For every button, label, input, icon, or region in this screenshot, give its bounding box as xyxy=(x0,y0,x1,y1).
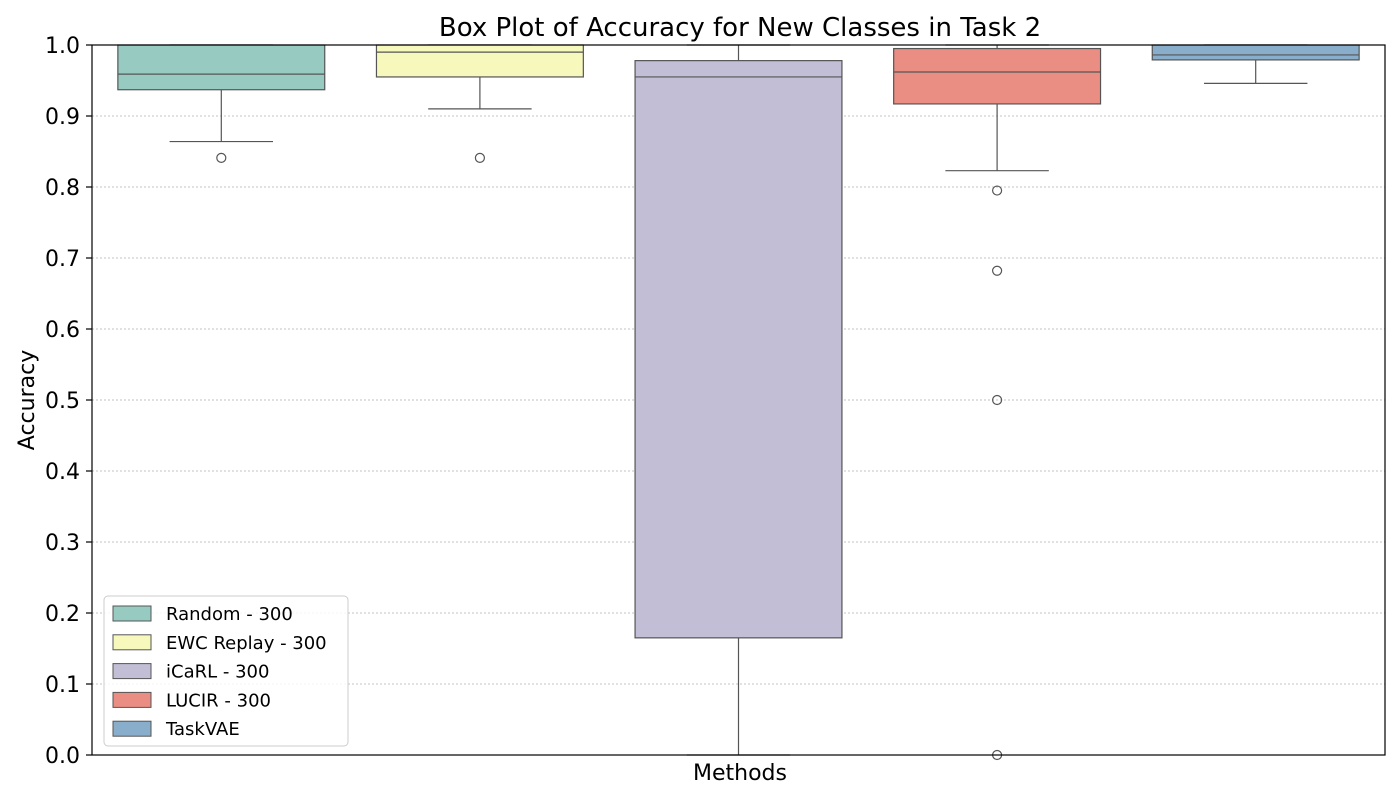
y-tick-label: 0.9 xyxy=(45,105,80,130)
iqr-box xyxy=(117,44,326,91)
outlier-point xyxy=(991,394,1003,406)
legend-swatch xyxy=(112,663,152,680)
y-tick-label: 0.6 xyxy=(45,318,80,343)
box-series-group xyxy=(117,44,1360,761)
legend-swatch xyxy=(112,634,152,651)
outlier-point xyxy=(474,152,485,163)
legend-label: EWC Replay - 300 xyxy=(166,633,327,654)
legend-swatch xyxy=(112,691,152,708)
legend-label: TaskVAE xyxy=(165,719,240,740)
y-tick-label: 0.8 xyxy=(45,176,80,201)
legend-swatch xyxy=(112,720,152,737)
box-lucir-300 xyxy=(893,44,1102,761)
outlier-point xyxy=(991,265,1003,276)
outlier-point xyxy=(216,152,227,163)
outlier-point xyxy=(991,185,1003,196)
box-random-300 xyxy=(117,44,326,163)
iqr-box xyxy=(893,47,1102,105)
legend-label: iCaRL - 300 xyxy=(166,662,269,683)
y-axis-ticks: 0.0 0.1 0.2 0.3 0.4 0.5 0.6 0.7 0.8 0.9 1.0 xyxy=(45,34,92,769)
legend-label: Random - 300 xyxy=(166,604,293,625)
box-ewc-replay-300 xyxy=(375,44,584,163)
y-tick-label: 0.7 xyxy=(45,247,80,272)
y-tick-label: 0.5 xyxy=(45,389,80,414)
y-tick-label: 0.0 xyxy=(45,744,80,769)
iqr-box xyxy=(1151,44,1360,61)
legend-swatch xyxy=(112,605,152,622)
box-icarl-300 xyxy=(634,44,843,756)
iqr-box xyxy=(634,60,843,639)
y-tick-label: 1.0 xyxy=(45,34,80,59)
grid-lines xyxy=(92,115,1385,685)
y-tick-label: 0.3 xyxy=(45,531,80,556)
box-taskvae xyxy=(1151,44,1360,84)
y-tick-label: 0.1 xyxy=(45,673,80,698)
x-axis-label: Methods xyxy=(693,761,787,786)
legend: Random - 300 EWC Replay - 300 iCaRL - 300 L… xyxy=(103,595,349,747)
y-axis-label: Accuracy xyxy=(15,350,40,450)
legend-frame xyxy=(103,595,349,747)
iqr-box xyxy=(375,44,584,78)
y-tick-label: 0.4 xyxy=(45,460,80,485)
y-tick-label: 0.2 xyxy=(45,602,80,627)
chart-title: Box Plot of Accuracy for New Classes in … xyxy=(439,13,1041,43)
legend-label: LUCIR - 300 xyxy=(166,690,271,711)
